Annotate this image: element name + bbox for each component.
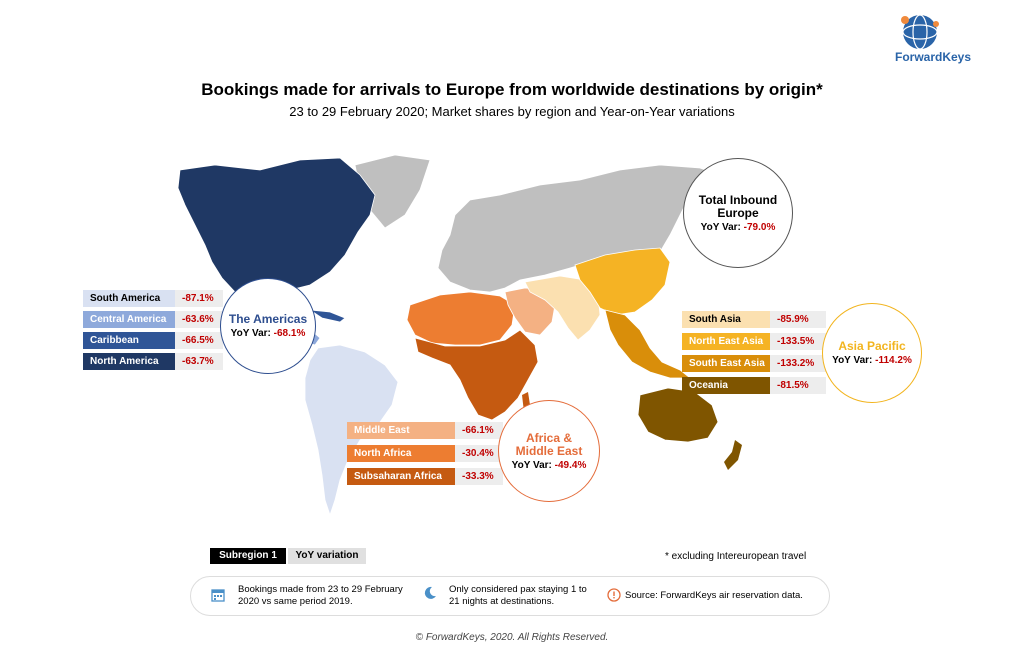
info-source: Source: ForwardKeys air reservation data… bbox=[625, 590, 803, 601]
total-europe-circle: Total Inbound Europe YoY Var: -79.0% bbox=[683, 158, 793, 268]
africa-me-circle: Africa & Middle East YoY Var: -49.4% bbox=[498, 400, 600, 502]
subregion-var: -63.6% bbox=[175, 311, 223, 328]
list-item: Central America -63.6% bbox=[83, 311, 223, 328]
subregion-label: Subsaharan Africa bbox=[347, 468, 455, 485]
legend-subregion: Subregion 1 bbox=[210, 548, 286, 564]
list-item: South East Asia -133.2% bbox=[682, 355, 826, 372]
list-item: North East Asia -133.5% bbox=[682, 333, 826, 350]
logo-text: ForwardKeys bbox=[894, 50, 972, 64]
subregion-var: -87.1% bbox=[175, 290, 223, 307]
south-east-asia-shape bbox=[604, 309, 692, 379]
asia-pacific-name: Asia Pacific bbox=[838, 339, 906, 353]
americas-circle: The Americas YoY Var: -68.1% bbox=[220, 278, 316, 374]
subregion-label: Central America bbox=[83, 311, 175, 328]
new-zealand-shape bbox=[724, 440, 742, 470]
subregion-label: North Africa bbox=[347, 445, 455, 462]
subregion-label: South Asia bbox=[682, 311, 770, 328]
info-pax: Only considered pax staying 1 to 21 nigh… bbox=[449, 584, 587, 607]
total-europe-var: YoY Var: -79.0% bbox=[700, 221, 776, 233]
alert-icon bbox=[607, 588, 621, 607]
north-africa-shape bbox=[406, 291, 516, 346]
subregion-label: Caribbean bbox=[83, 332, 175, 349]
list-item: Middle East -66.1% bbox=[347, 422, 503, 439]
asia-pacific-var: YoY Var: -114.2% bbox=[832, 355, 912, 366]
subregion-var: -85.9% bbox=[770, 311, 826, 328]
subregion-var: -30.4% bbox=[455, 445, 503, 462]
subregion-label: Oceania bbox=[682, 377, 770, 394]
page-title: Bookings made for arrivals to Europe fro… bbox=[201, 80, 823, 99]
subregion-label: Middle East bbox=[347, 422, 455, 439]
caribbean-shape bbox=[309, 309, 346, 323]
americas-name: The Americas bbox=[228, 312, 308, 326]
list-item: Subsaharan Africa -33.3% bbox=[347, 468, 503, 485]
oceania-shape bbox=[637, 387, 719, 443]
north-america-shape bbox=[177, 157, 376, 301]
moon-icon bbox=[423, 585, 437, 606]
subregion-label: South East Asia bbox=[682, 355, 770, 372]
subregion-var: -66.1% bbox=[455, 422, 503, 439]
americas-subregion-list: South America -87.1% Central America -63… bbox=[83, 290, 223, 370]
list-item: South America -87.1% bbox=[83, 290, 223, 307]
list-item: Oceania -81.5% bbox=[682, 377, 826, 394]
list-item: Caribbean -66.5% bbox=[83, 332, 223, 349]
subregion-var: -81.5% bbox=[770, 377, 826, 394]
asia-pacific-subregion-list: South Asia -85.9% North East Asia -133.5… bbox=[682, 311, 826, 394]
page-subtitle: 23 to 29 February 2020; Market shares by… bbox=[289, 104, 735, 119]
asia-pacific-circle: Asia Pacific YoY Var: -114.2% bbox=[822, 303, 922, 403]
footnote: * excluding Intereuropean travel bbox=[665, 551, 807, 562]
info-bar bbox=[190, 576, 830, 616]
subsaharan-africa-shape bbox=[414, 329, 539, 421]
subregion-label: North East Asia bbox=[682, 333, 770, 350]
calendar-icon bbox=[211, 588, 225, 607]
list-item: North Africa -30.4% bbox=[347, 445, 503, 462]
americas-var: YoY Var: -68.1% bbox=[230, 328, 306, 339]
subregion-var: -63.7% bbox=[175, 353, 223, 370]
africa-me-var: YoY Var: -49.4% bbox=[511, 459, 587, 471]
africa-me-subregion-list: Middle East -66.1% North Africa -30.4% S… bbox=[347, 422, 503, 485]
total-europe-name: Total Inbound Europe bbox=[698, 192, 778, 220]
logo-globe-icon bbox=[901, 14, 939, 50]
africa-me-name: Africa & Middle East bbox=[515, 430, 583, 458]
info-bookings: Bookings made from 23 to 29 February 202… bbox=[238, 584, 403, 607]
subregion-var: -133.5% bbox=[770, 333, 826, 350]
list-item: South Asia -85.9% bbox=[682, 311, 826, 328]
subregion-var: -33.3% bbox=[455, 468, 503, 485]
subregion-var: -133.2% bbox=[770, 355, 826, 372]
subregion-var: -66.5% bbox=[175, 332, 223, 349]
list-item: North America -63.7% bbox=[83, 353, 223, 370]
legend-variation: YoY variation bbox=[288, 548, 366, 564]
north-east-asia-shape bbox=[574, 247, 671, 316]
subregion-label: South America bbox=[83, 290, 175, 307]
subregion-label: North America bbox=[83, 353, 175, 370]
copyright: © ForwardKeys, 2020. All Rights Reserved… bbox=[415, 632, 609, 643]
